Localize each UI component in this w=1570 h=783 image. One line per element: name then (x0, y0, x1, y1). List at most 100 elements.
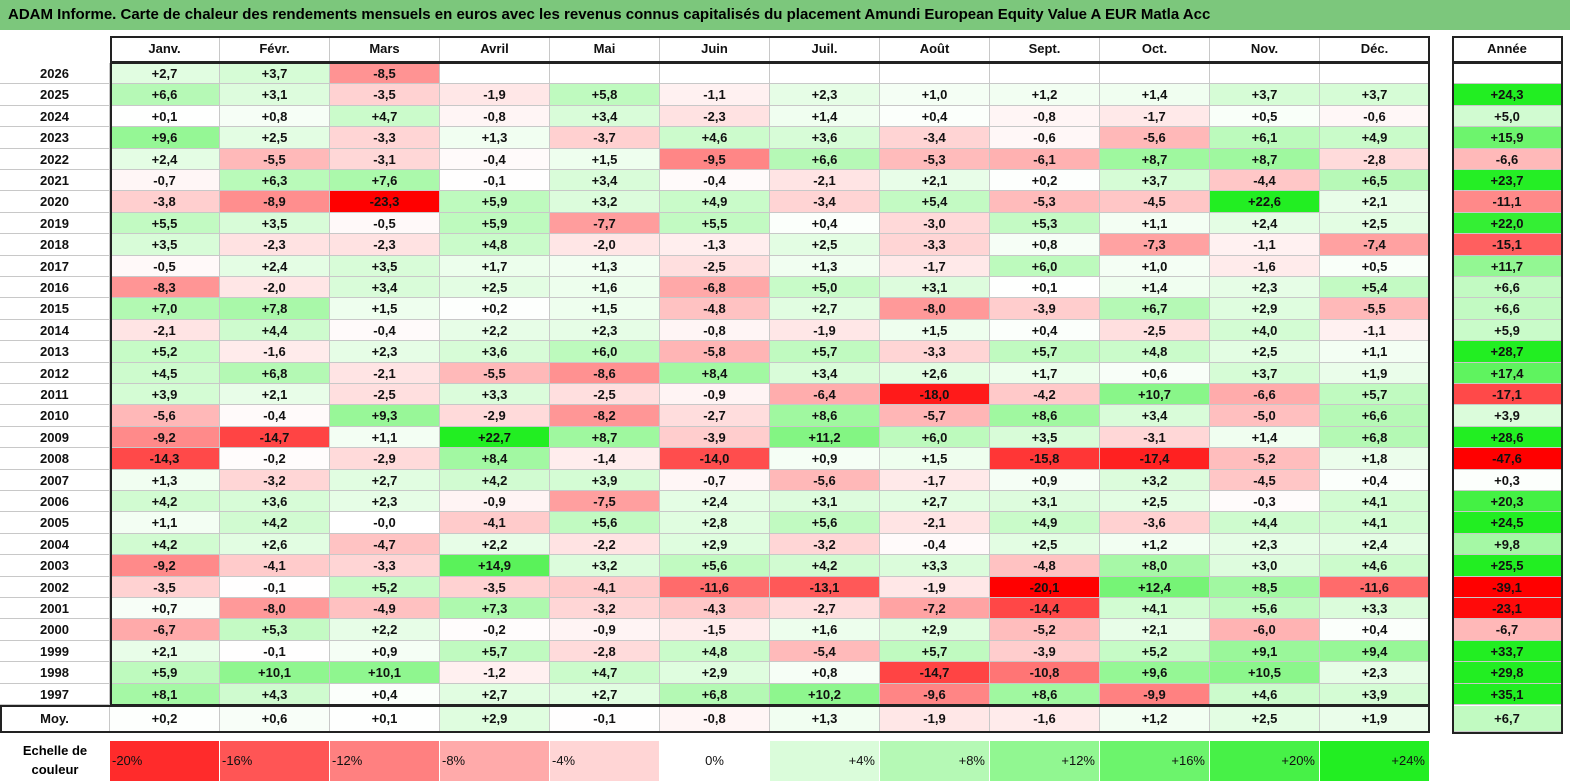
heatmap-cell: -2,0 (220, 277, 330, 299)
heatmap-cell: +3,4 (550, 105, 660, 128)
heatmap-cell: -8,5 (330, 63, 440, 85)
heatmap-cell: -4,8 (990, 555, 1100, 577)
heatmap-cell: -0,9 (660, 384, 770, 406)
heatmap-cell: +3,6 (770, 127, 880, 149)
month-header: Sept. (990, 36, 1100, 62)
heatmap-cell: +2,9 (1210, 298, 1320, 320)
heatmap-cell: -5,3 (990, 191, 1100, 213)
heatmap-cell: +8,7 (1100, 148, 1210, 170)
heatmap-cell: +2,7 (440, 683, 550, 705)
heatmap-cell: +4,2 (770, 555, 880, 577)
year-label: 2011 (0, 384, 110, 406)
heatmap-cell: +1,6 (770, 619, 880, 641)
heatmap-cell: +0,9 (990, 469, 1100, 491)
heatmap-cell: +4,1 (1100, 598, 1210, 620)
heatmap-cell: -5,0 (1210, 405, 1320, 427)
heatmap-cell: +3,7 (1210, 84, 1320, 106)
heatmap-cell: +3,7 (1320, 84, 1430, 106)
annual-cell: +15,9 (1452, 127, 1563, 149)
year-label: 1998 (0, 662, 110, 684)
average-label: Moy. (0, 706, 110, 732)
heatmap-cell: -0,6 (1320, 105, 1430, 128)
heatmap-cell: +6,6 (1320, 405, 1430, 427)
heatmap-cell: -2,5 (1100, 319, 1210, 342)
month-header: Janv. (110, 36, 220, 62)
heatmap-cell: -0,9 (440, 491, 550, 513)
heatmap-cell: +2,4 (660, 491, 770, 513)
heatmap-cell: -10,8 (990, 662, 1100, 684)
scale-step: -20% (110, 741, 220, 781)
heatmap-cell: -3,0 (880, 212, 990, 235)
heatmap-cell: -1,7 (880, 469, 990, 491)
heatmap-cell: +3,7 (1210, 362, 1320, 384)
heatmap-cell: +3,1 (770, 491, 880, 513)
annual-cell: -6,7 (1452, 619, 1563, 641)
heatmap-cell: +6,8 (1320, 426, 1430, 449)
heatmap-cell: -17,4 (1100, 448, 1210, 470)
heatmap-cell: -11,6 (660, 576, 770, 598)
heatmap-cell: +9,6 (110, 127, 220, 149)
annual-cell: +11,7 (1452, 255, 1563, 277)
heatmap-cell: -2,2 (550, 533, 660, 556)
heatmap-cell: +6,5 (1320, 170, 1430, 192)
heatmap-cell: +8,6 (770, 405, 880, 427)
heatmap-cell: +12,4 (1100, 576, 1210, 598)
heatmap-cell: +10,1 (330, 662, 440, 684)
year-label: 2020 (0, 191, 110, 213)
heatmap-cell: +2,5 (1100, 491, 1210, 513)
heatmap-cell: +7,3 (440, 598, 550, 620)
heatmap-cell: -0,5 (110, 255, 220, 277)
heatmap-cell: +1,3 (110, 469, 220, 491)
heatmap-cell: +2,4 (1210, 212, 1320, 235)
heatmap-cell: -2,7 (770, 598, 880, 620)
heatmap-cell: +3,4 (330, 277, 440, 299)
heatmap-cell: +4,6 (1210, 683, 1320, 705)
heatmap-cell: +4,3 (220, 683, 330, 705)
heatmap-cell: -0,3 (1210, 491, 1320, 513)
heatmap-cell: +0,4 (880, 105, 990, 128)
heatmap-cell: -2,3 (660, 105, 770, 128)
heatmap-cell: -1,9 (770, 319, 880, 342)
heatmap-cell: +5,2 (1100, 640, 1210, 663)
heatmap-cell (990, 63, 1100, 85)
heatmap-cell: -0,2 (440, 619, 550, 641)
heatmap-cell: -0,4 (660, 170, 770, 192)
heatmap-cell: +2,7 (110, 63, 220, 85)
average-annual-cell: +6,7 (1452, 706, 1563, 732)
heatmap-cell: +0,9 (770, 448, 880, 470)
heatmap-cell (1320, 63, 1430, 85)
heatmap-cell: -0,4 (880, 533, 990, 556)
heatmap-cell: +5,7 (1320, 384, 1430, 406)
heatmap-cell: -9,2 (110, 555, 220, 577)
heatmap-cell: -8,2 (550, 405, 660, 427)
heatmap-cell: -15,8 (990, 448, 1100, 470)
heatmap-cell: +0,1 (990, 277, 1100, 299)
heatmap-cell: +0,2 (990, 170, 1100, 192)
heatmap-cell: +2,3 (770, 84, 880, 106)
heatmap-cell (880, 63, 990, 85)
heatmap-cell: +8,6 (990, 405, 1100, 427)
heatmap-cell: -2,1 (330, 362, 440, 384)
month-header: Févr. (220, 36, 330, 62)
heatmap-cell: -4,7 (330, 533, 440, 556)
heatmap-cell: +4,7 (330, 105, 440, 128)
year-label: 2002 (0, 576, 110, 598)
heatmap-cell: +10,5 (1210, 662, 1320, 684)
heatmap-cell: -2,5 (660, 255, 770, 277)
annual-cell: +28,6 (1452, 426, 1563, 449)
heatmap-cell: -7,4 (1320, 234, 1430, 256)
heatmap-cell: -4,3 (660, 598, 770, 620)
heatmap-cell (440, 63, 550, 85)
heatmap-cell: +3,4 (550, 170, 660, 192)
year-label: 2014 (0, 319, 110, 342)
heatmap-cell: -7,5 (550, 491, 660, 513)
heatmap-cell: +1,3 (440, 127, 550, 149)
heatmap-cell: +4,8 (1100, 341, 1210, 363)
heatmap-cell: -3,3 (330, 127, 440, 149)
heatmap-cell: -5,2 (990, 619, 1100, 641)
heatmap-cell: +3,5 (110, 234, 220, 256)
heatmap-cell: +0,1 (110, 105, 220, 128)
heatmap-cell: +1,3 (770, 255, 880, 277)
heatmap-cell: +5,6 (660, 555, 770, 577)
heatmap-cell: -2,3 (220, 234, 330, 256)
